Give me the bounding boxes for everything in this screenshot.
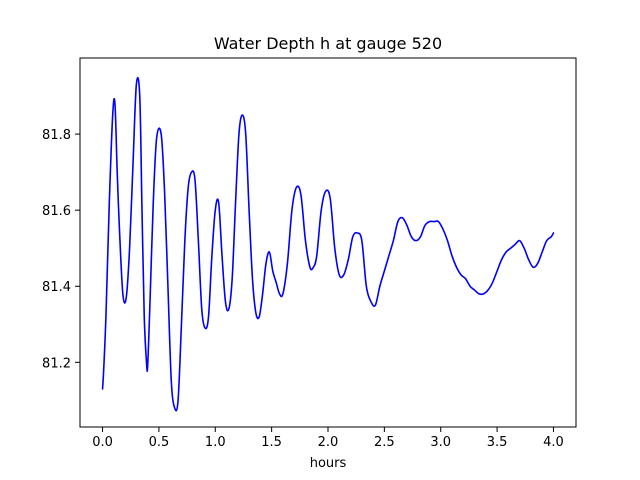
y-tick-label: 81.8 (42, 128, 71, 143)
x-tick-label: 3.5 (487, 435, 508, 450)
x-tick-label: 1.0 (205, 435, 226, 450)
plot-frame (79, 57, 577, 428)
chart-title: Water Depth h at gauge 520 (214, 34, 442, 53)
series-line (101, 76, 555, 412)
y-tick-label: 81.6 (42, 204, 71, 219)
x-tick-label: 4.0 (543, 435, 564, 450)
x-tick-label: 2.0 (318, 435, 339, 450)
x-axis-label: hours (310, 456, 347, 471)
x-tick-label: 0.0 (92, 435, 113, 450)
y-tick-label: 81.2 (42, 356, 71, 371)
axis-ticks: 0.0 0.5 1.0 1.5 2.0 2.5 3.0 3.5 4.0 81.2 81.4 81.6 8… (42, 128, 564, 450)
y-tick-label: 81.4 (42, 280, 71, 295)
x-tick-label: 0.5 (149, 435, 170, 450)
x-tick-label: 2.5 (374, 435, 395, 450)
x-tick-label: 1.5 (261, 435, 282, 450)
x-tick-label: 3.0 (430, 435, 451, 450)
